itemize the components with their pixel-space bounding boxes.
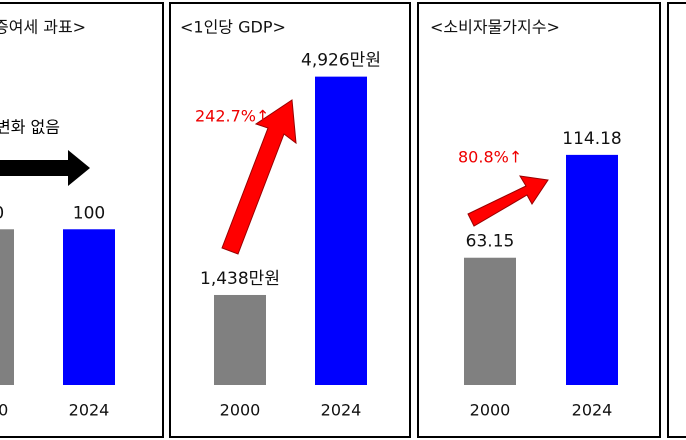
x-tick-label: 2024	[69, 401, 110, 420]
bar	[214, 294, 266, 385]
value-label: 4,926만원	[301, 51, 381, 71]
x-tick-label: 2000	[220, 401, 261, 420]
x-tick-label: 2024	[321, 401, 362, 420]
bar	[63, 229, 115, 385]
panel-title: <1인당 GDP>	[180, 18, 286, 37]
bar	[315, 76, 367, 386]
bar	[464, 257, 516, 385]
value-label: 100	[73, 203, 105, 223]
panel-frame	[169, 2, 411, 438]
bar	[0, 229, 14, 385]
panel-frame	[0, 2, 164, 438]
value-label: 114.18	[562, 129, 621, 149]
panel-frame	[667, 2, 686, 438]
value-label: 100	[0, 203, 4, 223]
trend-arrow	[221, 99, 297, 255]
trend-arrow	[467, 175, 549, 227]
annotation: 242.7%↑	[195, 107, 269, 126]
panel-title: <소비자물가지수>	[430, 18, 560, 37]
x-tick-label: 2000	[0, 401, 8, 420]
trend-arrow	[0, 150, 90, 186]
bar	[566, 154, 618, 385]
value-label: 63.15	[466, 232, 515, 252]
panel-frame	[417, 2, 661, 438]
annotation: 80.8%↑	[458, 148, 522, 167]
x-tick-label: 2000	[470, 401, 511, 420]
value-label: 1,438만원	[200, 269, 280, 289]
panel-title: 증여세 과표>	[0, 18, 86, 37]
x-tick-label: 2024	[572, 401, 613, 420]
annotation: 변화 없음	[0, 118, 60, 137]
